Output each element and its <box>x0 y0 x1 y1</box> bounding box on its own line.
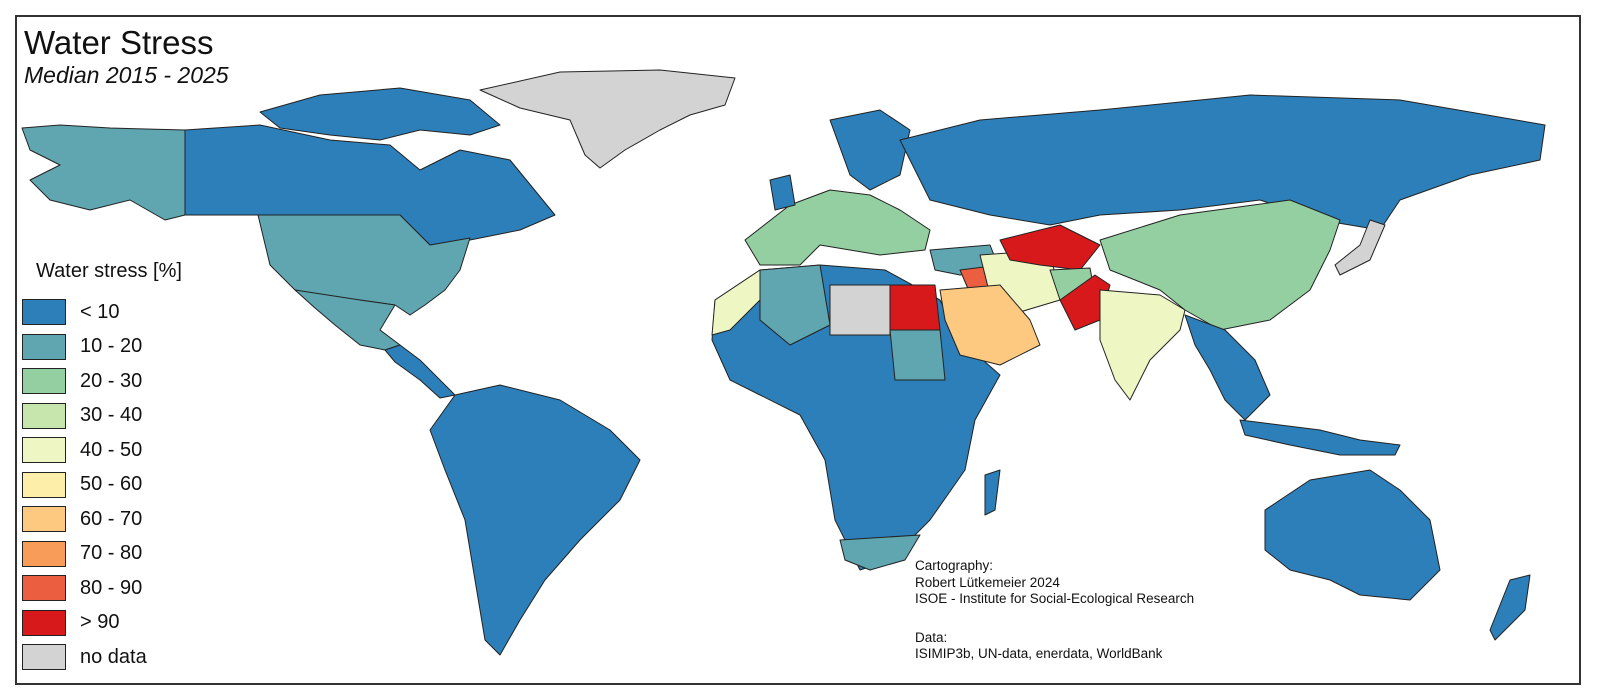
region-europe <box>744 189 931 266</box>
region-arctic-islands <box>259 87 501 141</box>
legend-label: 70 - 80 <box>80 542 143 565</box>
region-algeria-libya <box>759 264 831 346</box>
region-madagascar <box>984 469 1001 516</box>
region-china <box>1099 199 1341 331</box>
legend-swatch <box>22 609 66 636</box>
legend-item: 80 - 90 <box>22 571 182 606</box>
region-new-zealand <box>1489 574 1531 641</box>
region-japan <box>1334 219 1386 276</box>
legend-title: Water stress [%] <box>36 260 182 282</box>
legend-item: 70 - 80 <box>22 537 182 572</box>
region-russia <box>899 94 1546 231</box>
credits: Cartography: Robert Lütkemeier 2024 ISOE… <box>915 558 1194 663</box>
region-central-america <box>384 344 456 399</box>
region-southeast-asia <box>1184 314 1271 421</box>
region-india <box>1099 289 1186 401</box>
cartography-author: Robert Lütkemeier 2024 <box>915 574 1060 590</box>
legend-swatch <box>22 437 66 464</box>
cartography-institute: ISOE - Institute for Social-Ecological R… <box>915 591 1195 606</box>
legend-label: > 90 <box>80 611 120 634</box>
region-sudan <box>889 329 946 381</box>
legend-item: 60 - 70 <box>22 502 182 537</box>
legend-swatch <box>22 368 66 395</box>
region-uk <box>769 174 796 211</box>
legend-label: 60 - 70 <box>80 507 143 530</box>
legend-swatch <box>22 644 66 671</box>
cartography-heading: Cartography: <box>915 558 994 573</box>
region-scandinavia <box>829 109 911 191</box>
legend-item: > 90 <box>22 606 182 641</box>
region-greenland <box>479 69 736 169</box>
legend-swatch <box>22 540 66 567</box>
legend-swatch <box>22 402 66 429</box>
legend-item: 30 - 40 <box>22 399 182 434</box>
legend-item: 50 - 60 <box>22 468 182 503</box>
region-libya <box>829 284 891 336</box>
legend-item: 20 - 30 <box>22 364 182 399</box>
legend-swatch <box>22 575 66 602</box>
region-south-africa <box>839 534 921 571</box>
legend-label: 40 - 50 <box>80 438 143 461</box>
legend-label: < 10 <box>80 300 120 323</box>
legend-label: no data <box>80 645 147 668</box>
legend-swatch <box>22 333 66 360</box>
region-morocco <box>711 269 761 336</box>
region-indonesia <box>1239 419 1401 456</box>
legend-label: 10 - 20 <box>80 335 143 358</box>
region-australia <box>1264 469 1441 601</box>
map-subtitle: Median 2015 - 2025 <box>24 62 229 88</box>
legend-label: 80 - 90 <box>80 576 143 599</box>
region-saudi-arabia <box>939 284 1041 366</box>
legend-label: 30 - 40 <box>80 404 143 427</box>
region-egypt <box>889 284 941 331</box>
legend-item: 10 - 20 <box>22 330 182 365</box>
legend-item: 40 - 50 <box>22 433 182 468</box>
legend: Water stress [%] < 10 10 - 20 20 - 30 30 - … <box>22 260 182 675</box>
legend-swatch <box>22 471 66 498</box>
legend-items: < 10 10 - 20 20 - 30 30 - 40 40 - 50 50 - 60 6… <box>22 295 182 675</box>
region-alaska <box>21 124 186 221</box>
data-heading: Data: <box>915 629 948 645</box>
legend-label: 50 - 60 <box>80 473 143 496</box>
data-sources: ISIMIP3b, UN-data, enerdata, WorldBank <box>915 646 1163 661</box>
legend-item: < 10 <box>22 295 182 330</box>
region-south-america <box>429 384 641 656</box>
legend-label: 20 - 30 <box>80 369 143 392</box>
map-title: Water Stress <box>24 24 214 61</box>
legend-item: no data <box>22 640 182 675</box>
legend-swatch <box>22 299 66 326</box>
legend-swatch <box>22 506 66 533</box>
